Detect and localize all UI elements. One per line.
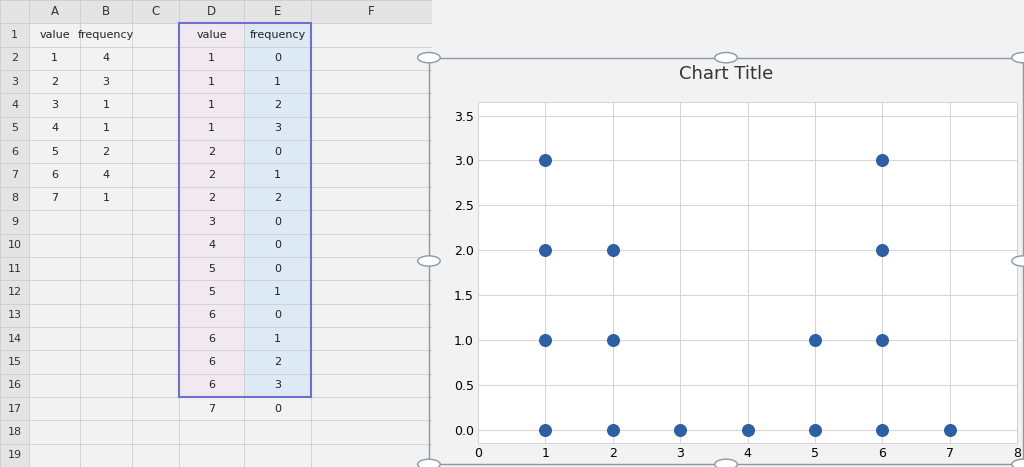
Text: 4: 4 <box>208 240 215 250</box>
Point <box>538 156 554 164</box>
Text: 1: 1 <box>208 123 215 134</box>
Text: 6: 6 <box>51 170 58 180</box>
Text: 2: 2 <box>208 170 215 180</box>
Text: value: value <box>197 30 227 40</box>
Text: 3: 3 <box>274 380 281 390</box>
Text: 0: 0 <box>274 240 281 250</box>
Text: 13: 13 <box>8 310 22 320</box>
Text: 3: 3 <box>11 77 18 87</box>
Text: 0: 0 <box>274 310 281 320</box>
Text: frequency: frequency <box>250 30 306 40</box>
Text: value: value <box>39 30 70 40</box>
Text: 1: 1 <box>102 100 110 110</box>
Text: 4: 4 <box>102 53 110 64</box>
Text: 0: 0 <box>274 53 281 64</box>
Text: 1: 1 <box>274 77 281 87</box>
Text: A: A <box>50 5 58 18</box>
Text: 12: 12 <box>7 287 22 297</box>
Text: 5: 5 <box>208 263 215 274</box>
Text: 1: 1 <box>208 77 215 87</box>
Point <box>941 426 957 433</box>
Point <box>538 247 554 254</box>
Text: 4: 4 <box>102 170 110 180</box>
Text: 4: 4 <box>51 123 58 134</box>
Text: 0: 0 <box>274 217 281 227</box>
Text: 6: 6 <box>208 357 215 367</box>
Text: C: C <box>152 5 160 18</box>
Text: 18: 18 <box>7 427 22 437</box>
Text: 14: 14 <box>7 333 22 344</box>
Point <box>604 247 621 254</box>
Text: 6: 6 <box>208 380 215 390</box>
Text: 1: 1 <box>208 100 215 110</box>
Text: 11: 11 <box>8 263 22 274</box>
Text: 1: 1 <box>208 53 215 64</box>
Text: 2: 2 <box>274 357 282 367</box>
Text: 4: 4 <box>11 100 18 110</box>
Text: 8: 8 <box>11 193 18 204</box>
Text: 6: 6 <box>11 147 18 157</box>
Text: 1: 1 <box>274 287 281 297</box>
Bar <box>179 23 244 397</box>
Text: 1: 1 <box>102 123 110 134</box>
Text: 1: 1 <box>102 193 110 204</box>
Point <box>874 426 891 433</box>
Text: D: D <box>207 5 216 18</box>
Point <box>874 336 891 344</box>
Text: 2: 2 <box>274 100 282 110</box>
Text: 5: 5 <box>11 123 18 134</box>
Text: 7: 7 <box>11 170 18 180</box>
Text: 3: 3 <box>274 123 281 134</box>
Text: 16: 16 <box>8 380 22 390</box>
Text: E: E <box>273 5 282 18</box>
Text: 17: 17 <box>7 403 22 414</box>
Text: 1: 1 <box>11 30 18 40</box>
Bar <box>0 0 30 467</box>
Text: 0: 0 <box>274 263 281 274</box>
Text: F: F <box>369 5 375 18</box>
Text: 15: 15 <box>8 357 22 367</box>
Text: 2: 2 <box>274 193 282 204</box>
Text: 0: 0 <box>274 403 281 414</box>
Text: 10: 10 <box>8 240 22 250</box>
Text: 1: 1 <box>274 333 281 344</box>
Point <box>739 426 756 433</box>
Text: 1: 1 <box>51 53 58 64</box>
Text: 6: 6 <box>208 333 215 344</box>
Text: 2: 2 <box>208 147 215 157</box>
Text: 5: 5 <box>208 287 215 297</box>
Text: 19: 19 <box>7 450 22 460</box>
Point <box>807 336 823 344</box>
Bar <box>0 0 432 23</box>
Text: B: B <box>101 5 110 18</box>
Point <box>538 426 554 433</box>
Point <box>672 426 688 433</box>
Point <box>874 247 891 254</box>
Text: Chart Title: Chart Title <box>679 65 773 83</box>
Point <box>874 156 891 164</box>
Text: 7: 7 <box>51 193 58 204</box>
Bar <box>179 23 311 397</box>
Text: 6: 6 <box>208 310 215 320</box>
Text: 0: 0 <box>274 147 281 157</box>
Text: 3: 3 <box>102 77 110 87</box>
Text: 2: 2 <box>51 77 58 87</box>
Text: 7: 7 <box>208 403 215 414</box>
Bar <box>244 23 311 397</box>
Text: 3: 3 <box>208 217 215 227</box>
Point <box>807 426 823 433</box>
Text: 3: 3 <box>51 100 58 110</box>
Text: 2: 2 <box>102 147 110 157</box>
Point <box>538 336 554 344</box>
Text: 9: 9 <box>11 217 18 227</box>
Text: 2: 2 <box>11 53 18 64</box>
Text: 2: 2 <box>208 193 215 204</box>
Text: 1: 1 <box>274 170 281 180</box>
Text: 5: 5 <box>51 147 58 157</box>
Point <box>604 426 621 433</box>
Point <box>604 336 621 344</box>
Text: frequency: frequency <box>78 30 134 40</box>
